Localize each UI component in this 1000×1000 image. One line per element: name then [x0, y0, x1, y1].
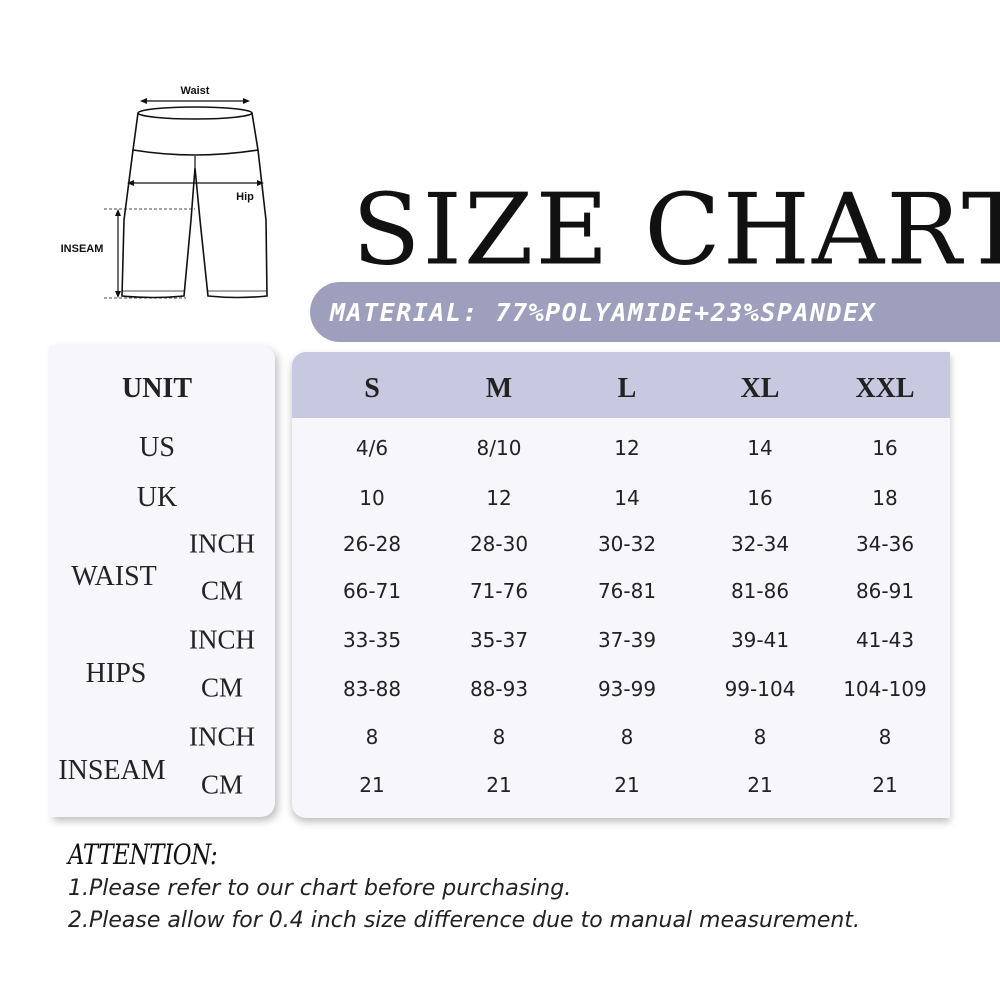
hips-inch-xl: 39-41 [730, 628, 790, 652]
hips-cm-xxl: 104-109 [843, 677, 927, 701]
hips-cm-xl: 99-104 [724, 677, 796, 701]
hips-cm-unit: CM [200, 672, 244, 703]
size-header-band [292, 352, 950, 418]
waist-inch-unit: INCH [189, 528, 255, 559]
hips-cm-l: 93-99 [597, 677, 657, 701]
waist-cm-xxl: 86-91 [855, 579, 915, 603]
inseam-cm-s: 21 [359, 773, 385, 797]
uk-label: UK [136, 482, 178, 513]
size-header-l: L [617, 373, 637, 404]
hips-inch-l: 37-39 [597, 628, 657, 652]
inseam-cm-xxl: 21 [872, 773, 898, 797]
inseam-inch-xl: 8 [753, 725, 767, 749]
size-values-card: S M L XL XXL 4/6 8/10 12 14 16 10 12 14 … [292, 352, 950, 818]
waist-row-label: WAIST [71, 561, 157, 592]
hips-row-label: HIPS [85, 658, 147, 689]
waist-cm-xl: 81-86 [730, 579, 790, 603]
attention-note-1: 1.Please refer to our chart before purch… [68, 876, 572, 901]
inseam-cm-xl: 21 [747, 773, 773, 797]
waist-inch-xxl: 34-36 [855, 532, 915, 556]
waist-cm-l: 76-81 [597, 579, 657, 603]
unit-label-card: UNIT US UK WAIST INCH CM HIPS INCH CM IN… [50, 345, 275, 817]
inseam-inch-s: 8 [365, 725, 379, 749]
waist-label: Waist [181, 85, 210, 97]
inseam-inch-l: 8 [620, 725, 634, 749]
size-header-s: S [364, 373, 380, 404]
waist-inch-m: 28-30 [469, 532, 529, 556]
inseam-inch-m: 8 [492, 725, 506, 749]
inseam-diagram-label: INSEAM [61, 243, 104, 255]
unit-header: UNIT [121, 373, 193, 404]
us-xl: 14 [747, 436, 773, 460]
waist-cm-s: 66-71 [342, 579, 402, 603]
size-header-m: M [485, 373, 513, 404]
us-l: 12 [614, 436, 640, 460]
waist-inch-s: 26-28 [342, 532, 402, 556]
shorts-measurement-diagram: Waist Hip INSEAM [40, 80, 290, 310]
attention-heading: ATTENTION: [68, 838, 218, 871]
hip-label: Hip [236, 191, 254, 203]
inseam-cm-m: 21 [486, 773, 512, 797]
size-header-xl: XL [740, 373, 780, 404]
uk-xl: 16 [747, 486, 773, 510]
waist-cm-unit: CM [200, 575, 244, 606]
waist-inch-l: 30-32 [597, 532, 657, 556]
hips-inch-unit: INCH [189, 624, 255, 655]
hips-inch-m: 35-37 [469, 628, 529, 652]
uk-l: 14 [614, 486, 640, 510]
inseam-inch-unit: INCH [189, 721, 255, 752]
uk-s: 10 [359, 486, 385, 510]
uk-xxl: 18 [872, 486, 898, 510]
inseam-cm-l: 21 [614, 773, 640, 797]
inseam-row-label: INSEAM [58, 755, 166, 786]
hips-inch-s: 33-35 [342, 628, 402, 652]
hips-inch-xxl: 41-43 [855, 628, 915, 652]
us-m: 8/10 [476, 436, 522, 460]
hips-cm-m: 88-93 [469, 677, 529, 701]
shorts-icon: Waist Hip INSEAM [61, 85, 268, 299]
waist-cm-m: 71-76 [469, 579, 529, 603]
material-banner: MATERIAL: 77%POLYAMIDE+23%SPANDEX [310, 282, 1000, 342]
us-xxl: 16 [872, 436, 898, 460]
attention-note-2: 2.Please allow for 0.4 inch size differe… [68, 908, 860, 933]
size-header-xxl: XXL [855, 373, 915, 404]
us-s: 4/6 [355, 436, 389, 460]
page-title: SIZE CHART [352, 172, 1000, 287]
us-label: US [139, 432, 175, 463]
uk-m: 12 [486, 486, 512, 510]
waist-inch-xl: 32-34 [730, 532, 790, 556]
hips-cm-s: 83-88 [342, 677, 402, 701]
inseam-cm-unit: CM [200, 769, 244, 800]
inseam-inch-xxl: 8 [878, 725, 892, 749]
